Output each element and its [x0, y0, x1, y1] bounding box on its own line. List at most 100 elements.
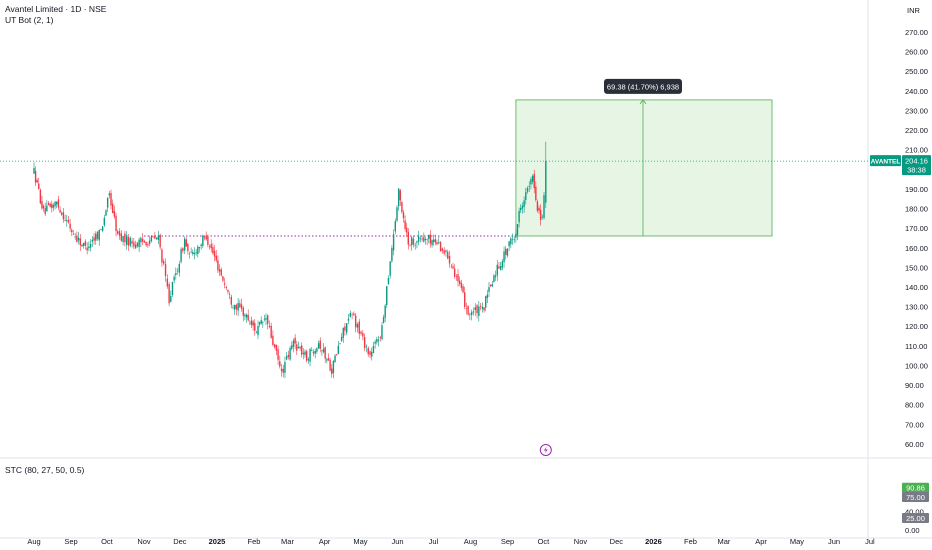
candle-body	[152, 236, 154, 238]
candle-body	[307, 359, 310, 361]
oscillator-axis[interactable]: 40.00 0.00	[905, 508, 924, 535]
price-tick-label: 190.00	[905, 185, 928, 194]
candle-body	[401, 202, 403, 213]
candle-body	[541, 216, 543, 218]
candle-body	[496, 264, 498, 276]
candle-body	[519, 208, 522, 211]
candle-body	[155, 237, 158, 239]
candle-body	[360, 331, 362, 334]
indicator-label[interactable]: UT Bot (2, 1)	[5, 15, 54, 25]
candle-body	[450, 265, 453, 267]
candle-body	[414, 244, 416, 246]
candle-body	[394, 221, 397, 232]
candle-body	[460, 282, 463, 288]
time-tick-label: Feb	[248, 537, 261, 546]
candle-body	[232, 306, 234, 308]
candle-body	[486, 294, 489, 298]
candle-body	[472, 311, 475, 313]
symbol-badge: AVANTEL	[871, 159, 901, 166]
candle-body	[182, 248, 184, 252]
time-tick-label: Apr	[319, 537, 331, 546]
candle-body	[223, 283, 226, 285]
candle-body	[96, 231, 99, 239]
candle-body	[108, 193, 111, 196]
candle-body	[411, 237, 413, 246]
candle-body	[83, 242, 85, 246]
candle-body	[340, 336, 343, 341]
candle-body	[392, 234, 395, 251]
time-tick-label: Dec	[173, 537, 187, 546]
candle-body	[389, 261, 391, 276]
candle-body	[77, 237, 80, 241]
candle-body	[329, 359, 331, 371]
candle-body	[377, 339, 380, 341]
candle-body	[470, 312, 473, 316]
candle-body	[170, 296, 172, 302]
oscillator-label[interactable]: STC (80, 27, 50, 0.5)	[5, 465, 85, 475]
time-tick-label: Jul	[429, 537, 439, 546]
candle-body	[513, 239, 515, 241]
candle-body	[334, 355, 336, 363]
candle-body	[332, 361, 335, 374]
candle-body	[57, 199, 60, 208]
candle-body	[91, 239, 94, 242]
currency-label[interactable]: INR	[907, 6, 920, 15]
candle-body	[523, 200, 525, 208]
price-tick-label: 270.00	[905, 28, 928, 37]
candle-body	[331, 368, 333, 375]
candle-body	[505, 248, 507, 255]
price-axis[interactable]: 270.00 260.00 250.00 240.00 230.00 220.00 210.…	[905, 28, 928, 449]
measure-label: 69.38 (41.70%) 6,938	[607, 82, 679, 91]
candle-body	[106, 197, 109, 208]
price-tick-label: 250.00	[905, 67, 928, 76]
candle-body	[478, 306, 480, 316]
time-tick-label: Mar	[718, 537, 731, 546]
price-tick-label: 60.00	[905, 440, 924, 449]
candle-body	[503, 251, 505, 263]
candle-body	[448, 255, 451, 264]
candle-body	[62, 212, 65, 220]
candles[interactable]	[33, 141, 547, 379]
lightning-glyph	[543, 446, 548, 454]
candle-body	[376, 338, 378, 343]
time-tick-label: Oct	[101, 537, 114, 546]
candle-body	[535, 186, 537, 201]
candle-body	[349, 313, 351, 317]
candle-body	[398, 188, 400, 207]
candle-body	[200, 244, 202, 247]
candle-body	[42, 205, 45, 209]
candle-body	[445, 250, 447, 253]
candle-body	[61, 212, 63, 215]
price-badge-countdown: 38:38	[907, 166, 926, 175]
time-axis[interactable]: Aug Sep Oct Nov Dec 2025 Feb Mar Apr May Jun Jul Aug…	[27, 537, 875, 546]
candle-body	[161, 249, 163, 263]
candle-body	[260, 320, 262, 324]
candle-body	[258, 322, 261, 325]
candle-body	[81, 244, 83, 247]
candle-body	[166, 278, 169, 287]
time-tick-label: Mar	[281, 537, 294, 546]
candle-body	[202, 235, 204, 246]
candle-body	[147, 244, 149, 246]
candle-body	[511, 238, 514, 240]
candle-body	[52, 205, 55, 208]
candle-body	[452, 266, 454, 269]
time-tick-label: Jun	[828, 537, 840, 546]
candle-body	[362, 333, 364, 337]
candle-body	[304, 351, 306, 355]
candle-body	[101, 226, 104, 231]
candle-body	[391, 248, 393, 262]
candle-body	[113, 210, 116, 217]
candle-body	[436, 242, 438, 245]
candle-body	[322, 348, 325, 353]
price-range-box[interactable]	[515, 99, 773, 237]
candle-body	[56, 201, 58, 205]
candle-body	[344, 326, 346, 331]
candle-body	[545, 161, 547, 203]
candle-body	[356, 323, 359, 328]
candle-body	[98, 229, 100, 241]
candle-body	[324, 347, 326, 359]
candle-body	[539, 209, 542, 221]
candle-body	[404, 220, 406, 229]
